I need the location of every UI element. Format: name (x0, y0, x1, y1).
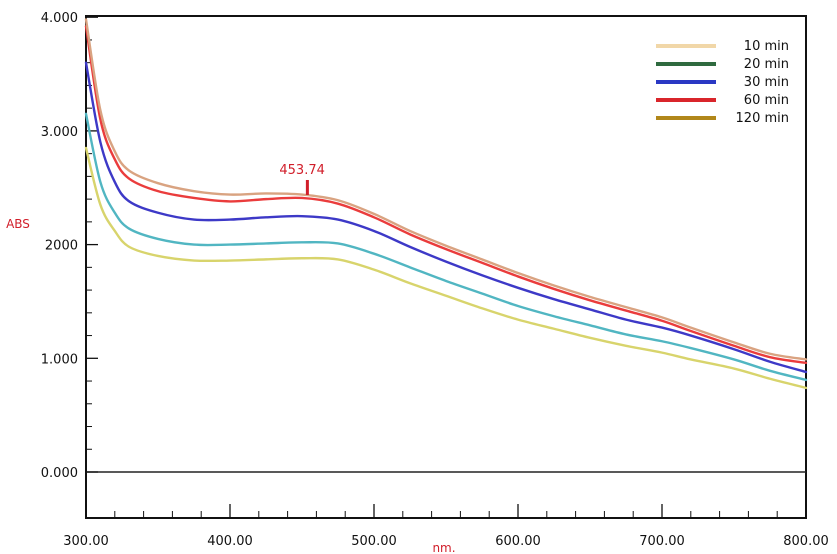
y-tick-label-0: 0.000 (41, 466, 78, 481)
x-tick-label-1: 400.00 (207, 534, 253, 549)
x-tick-label-2: 500.00 (351, 534, 397, 549)
y-tick-label-3: 3.000 (41, 125, 78, 140)
x-axis-title: nm. (432, 541, 455, 554)
legend-label-3: 60 min (744, 93, 789, 108)
y-tick-label-4: 4.000 (41, 11, 78, 26)
y-axis-title: ABS (6, 217, 30, 231)
y-tick-label-1: 1.000 (41, 352, 78, 367)
peak-label: 453.74 (279, 163, 325, 178)
x-tick-label-0: 300.00 (63, 534, 109, 549)
legend-label-0: 10 min (744, 39, 789, 54)
legend-label-2: 30 min (744, 75, 789, 90)
plot-frame (86, 16, 806, 518)
x-tick-label-3: 600.00 (495, 534, 541, 549)
x-tick-label-4: 700.00 (639, 534, 685, 549)
legend-label-1: 20 min (744, 57, 789, 72)
x-tick-label-5: 800.00 (783, 534, 829, 549)
legend-label-4: 120 min (736, 111, 789, 126)
y-tick-label-2: 2000 (45, 239, 78, 254)
